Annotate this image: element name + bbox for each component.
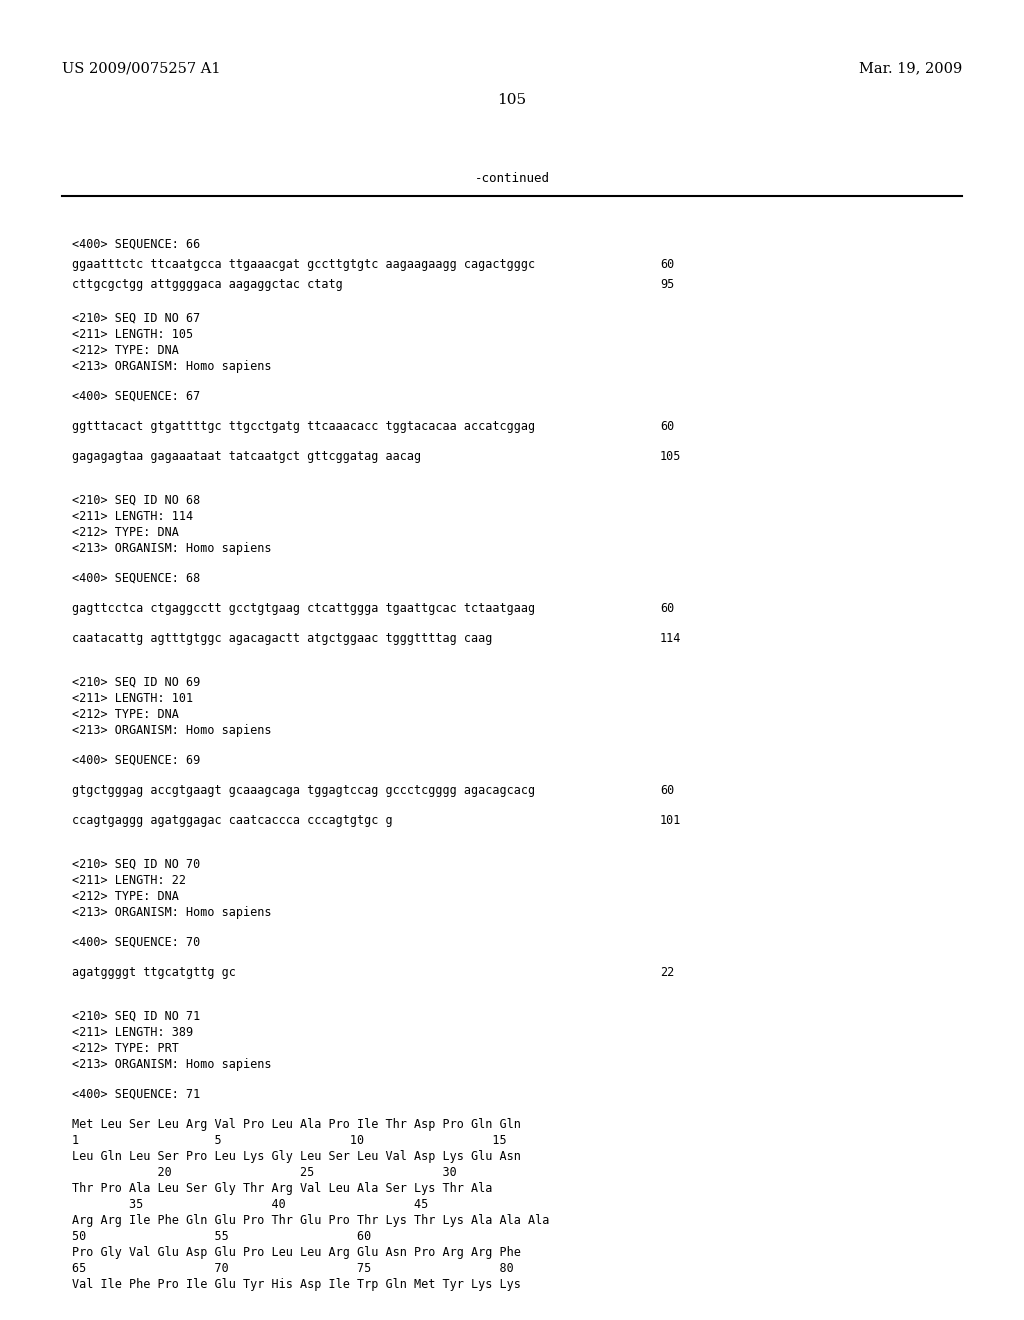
Text: 65                  70                  75                  80: 65 70 75 80 xyxy=(72,1262,514,1275)
Text: 105: 105 xyxy=(660,450,681,463)
Text: <211> LENGTH: 101: <211> LENGTH: 101 xyxy=(72,692,194,705)
Text: <400> SEQUENCE: 68: <400> SEQUENCE: 68 xyxy=(72,572,201,585)
Text: 95: 95 xyxy=(660,279,674,290)
Text: agatggggt ttgcatgttg gc: agatggggt ttgcatgttg gc xyxy=(72,966,236,979)
Text: Thr Pro Ala Leu Ser Gly Thr Arg Val Leu Ala Ser Lys Thr Ala: Thr Pro Ala Leu Ser Gly Thr Arg Val Leu … xyxy=(72,1181,493,1195)
Text: 114: 114 xyxy=(660,632,681,645)
Text: <213> ORGANISM: Homo sapiens: <213> ORGANISM: Homo sapiens xyxy=(72,360,271,374)
Text: Val Ile Phe Pro Ile Glu Tyr His Asp Ile Trp Gln Met Tyr Lys Lys: Val Ile Phe Pro Ile Glu Tyr His Asp Ile … xyxy=(72,1278,521,1291)
Text: <213> ORGANISM: Homo sapiens: <213> ORGANISM: Homo sapiens xyxy=(72,543,271,554)
Text: gagttcctca ctgaggcctt gcctgtgaag ctcattggga tgaattgcac tctaatgaag: gagttcctca ctgaggcctt gcctgtgaag ctcattg… xyxy=(72,602,536,615)
Text: <212> TYPE: DNA: <212> TYPE: DNA xyxy=(72,708,179,721)
Text: <213> ORGANISM: Homo sapiens: <213> ORGANISM: Homo sapiens xyxy=(72,906,271,919)
Text: 20                  25                  30: 20 25 30 xyxy=(72,1166,457,1179)
Text: US 2009/0075257 A1: US 2009/0075257 A1 xyxy=(62,61,220,75)
Text: 50                  55                  60: 50 55 60 xyxy=(72,1230,372,1243)
Text: ccagtgaggg agatggagac caatcaccca cccagtgtgc g: ccagtgaggg agatggagac caatcaccca cccagtg… xyxy=(72,814,392,828)
Text: <212> TYPE: DNA: <212> TYPE: DNA xyxy=(72,890,179,903)
Text: 105: 105 xyxy=(498,92,526,107)
Text: 60: 60 xyxy=(660,602,674,615)
Text: <212> TYPE: DNA: <212> TYPE: DNA xyxy=(72,345,179,356)
Text: <211> LENGTH: 105: <211> LENGTH: 105 xyxy=(72,327,194,341)
Text: 35                  40                  45: 35 40 45 xyxy=(72,1199,428,1210)
Text: <210> SEQ ID NO 71: <210> SEQ ID NO 71 xyxy=(72,1010,201,1023)
Text: <213> ORGANISM: Homo sapiens: <213> ORGANISM: Homo sapiens xyxy=(72,1059,271,1071)
Text: <400> SEQUENCE: 69: <400> SEQUENCE: 69 xyxy=(72,754,201,767)
Text: <400> SEQUENCE: 66: <400> SEQUENCE: 66 xyxy=(72,238,201,251)
Text: <211> LENGTH: 389: <211> LENGTH: 389 xyxy=(72,1026,194,1039)
Text: <210> SEQ ID NO 69: <210> SEQ ID NO 69 xyxy=(72,676,201,689)
Text: 60: 60 xyxy=(660,257,674,271)
Text: gtgctgggag accgtgaagt gcaaagcaga tggagtccag gccctcgggg agacagcacg: gtgctgggag accgtgaagt gcaaagcaga tggagtc… xyxy=(72,784,536,797)
Text: <213> ORGANISM: Homo sapiens: <213> ORGANISM: Homo sapiens xyxy=(72,723,271,737)
Text: ggaatttctc ttcaatgcca ttgaaacgat gccttgtgtc aagaagaagg cagactgggc: ggaatttctc ttcaatgcca ttgaaacgat gccttgt… xyxy=(72,257,536,271)
Text: <400> SEQUENCE: 70: <400> SEQUENCE: 70 xyxy=(72,936,201,949)
Text: 60: 60 xyxy=(660,420,674,433)
Text: -continued: -continued xyxy=(474,172,550,185)
Text: <400> SEQUENCE: 67: <400> SEQUENCE: 67 xyxy=(72,389,201,403)
Text: <210> SEQ ID NO 68: <210> SEQ ID NO 68 xyxy=(72,494,201,507)
Text: cttgcgctgg attggggaca aagaggctac ctatg: cttgcgctgg attggggaca aagaggctac ctatg xyxy=(72,279,343,290)
Text: 101: 101 xyxy=(660,814,681,828)
Text: Pro Gly Val Glu Asp Glu Pro Leu Leu Arg Glu Asn Pro Arg Arg Phe: Pro Gly Val Glu Asp Glu Pro Leu Leu Arg … xyxy=(72,1246,521,1259)
Text: Leu Gln Leu Ser Pro Leu Lys Gly Leu Ser Leu Val Asp Lys Glu Asn: Leu Gln Leu Ser Pro Leu Lys Gly Leu Ser … xyxy=(72,1150,521,1163)
Text: 60: 60 xyxy=(660,784,674,797)
Text: gagagagtaa gagaaataat tatcaatgct gttcggatag aacag: gagagagtaa gagaaataat tatcaatgct gttcgga… xyxy=(72,450,421,463)
Text: 22: 22 xyxy=(660,966,674,979)
Text: caatacattg agtttgtggc agacagactt atgctggaac tgggttttag caag: caatacattg agtttgtggc agacagactt atgctgg… xyxy=(72,632,493,645)
Text: ggtttacact gtgattttgc ttgcctgatg ttcaaacacc tggtacacaa accatcggag: ggtttacact gtgattttgc ttgcctgatg ttcaaac… xyxy=(72,420,536,433)
Text: Met Leu Ser Leu Arg Val Pro Leu Ala Pro Ile Thr Asp Pro Gln Gln: Met Leu Ser Leu Arg Val Pro Leu Ala Pro … xyxy=(72,1118,521,1131)
Text: Arg Arg Ile Phe Gln Glu Pro Thr Glu Pro Thr Lys Thr Lys Ala Ala Ala: Arg Arg Ile Phe Gln Glu Pro Thr Glu Pro … xyxy=(72,1214,549,1228)
Text: <211> LENGTH: 114: <211> LENGTH: 114 xyxy=(72,510,194,523)
Text: <400> SEQUENCE: 71: <400> SEQUENCE: 71 xyxy=(72,1088,201,1101)
Text: <210> SEQ ID NO 70: <210> SEQ ID NO 70 xyxy=(72,858,201,871)
Text: <212> TYPE: PRT: <212> TYPE: PRT xyxy=(72,1041,179,1055)
Text: Mar. 19, 2009: Mar. 19, 2009 xyxy=(859,61,962,75)
Text: <211> LENGTH: 22: <211> LENGTH: 22 xyxy=(72,874,186,887)
Text: <210> SEQ ID NO 67: <210> SEQ ID NO 67 xyxy=(72,312,201,325)
Text: <212> TYPE: DNA: <212> TYPE: DNA xyxy=(72,525,179,539)
Text: 1                   5                  10                  15: 1 5 10 15 xyxy=(72,1134,507,1147)
